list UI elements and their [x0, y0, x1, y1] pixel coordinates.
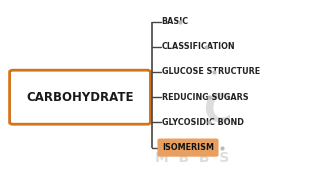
FancyBboxPatch shape — [10, 70, 150, 124]
Text: GLUCOSE STRUCTURE: GLUCOSE STRUCTURE — [162, 68, 260, 76]
Text: ISOMERISM: ISOMERISM — [162, 143, 214, 152]
Text: C: C — [203, 93, 232, 131]
Text: GLYCOSIDIC BOND: GLYCOSIDIC BOND — [162, 118, 244, 127]
Text: REDUCING SUGARS: REDUCING SUGARS — [162, 93, 248, 102]
Text: CLASSIFICATION: CLASSIFICATION — [162, 42, 235, 51]
Text: M  B  B  S: M B B S — [155, 151, 229, 165]
Text: BASIC: BASIC — [162, 17, 189, 26]
Text: CARBOHYDRATE: CARBOHYDRATE — [26, 91, 134, 104]
FancyBboxPatch shape — [157, 139, 219, 157]
